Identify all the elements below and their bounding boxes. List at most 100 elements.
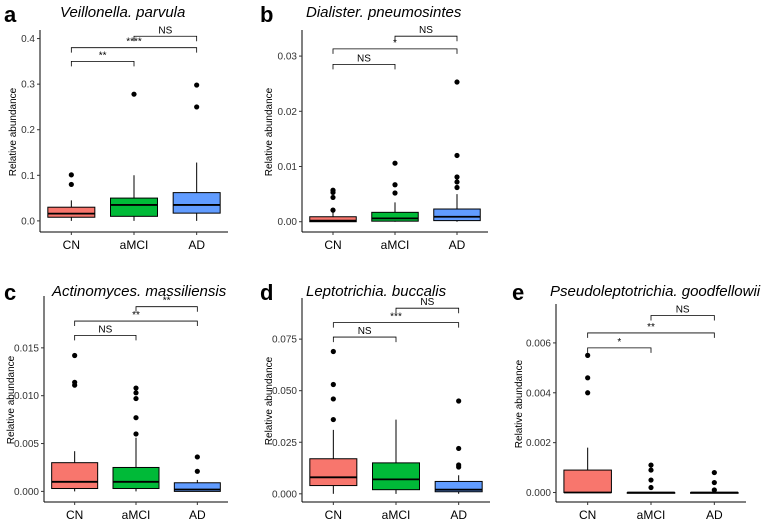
x-tick-label: AD (706, 508, 723, 520)
outlier-point (133, 395, 139, 402)
significance-label: NS (420, 297, 434, 308)
bracket-line (650, 315, 715, 321)
box-body (434, 480, 483, 493)
box-body (110, 197, 158, 217)
significance-bracket: ** (135, 296, 198, 312)
significance-label: ** (647, 322, 655, 333)
outlier-point (648, 462, 654, 468)
significance-label: NS (98, 324, 112, 335)
significance-label: ** (163, 296, 171, 307)
outlier-point (194, 468, 200, 474)
significance-label: NS (357, 53, 371, 64)
outlier-point (648, 477, 654, 483)
box-aMCI (372, 419, 420, 494)
significance-bracket: NS (395, 297, 460, 314)
bracket-line (332, 322, 460, 328)
outlier-point (133, 385, 139, 391)
outlier-point (392, 182, 398, 188)
outlier-point (648, 467, 654, 473)
outlier-point (330, 194, 336, 201)
significance-label: ** (99, 50, 107, 61)
significance-bracket: NS (74, 324, 137, 341)
outlier-point (194, 104, 200, 110)
outlier-point (392, 160, 398, 166)
outlier-point (133, 390, 139, 396)
y-axis-label: Relative abundance (8, 87, 19, 176)
box-body (309, 216, 357, 223)
y-tick-label: 0.0 (21, 216, 35, 227)
bracket-line (70, 60, 135, 67)
box-CN (51, 352, 99, 492)
bracket-line (70, 47, 198, 53)
significance-label: * (617, 337, 621, 348)
y-tick-label: 0.000 (272, 489, 297, 500)
x-tick-label: CN (66, 508, 83, 520)
outlier-point (133, 431, 139, 437)
significance-label: NS (158, 25, 172, 36)
x-tick-label: aMCI (120, 238, 149, 252)
outlier-point (392, 190, 398, 196)
y-tick-label: 0.01 (278, 162, 298, 173)
significance-label: NS (358, 326, 372, 337)
bracket-line (74, 320, 198, 327)
y-tick-label: 0.010 (14, 391, 39, 402)
panel-a: a Veillonella. parvula 0.0 0.1 0.2 0.3 0.4 Rela… (4, 2, 228, 252)
box-aMCI (626, 462, 676, 494)
panel-b: b Dialister. pneumosintes 0.00 0.01 0.02 0.03… (260, 2, 488, 252)
significance-label: NS (419, 25, 433, 36)
significance-bracket: NS (332, 53, 396, 70)
significance-bracket: ** (70, 50, 135, 67)
box-CN (47, 172, 96, 221)
y-axis-label: Relative abundance (264, 356, 275, 445)
box-AD (172, 82, 221, 221)
bracket-line (587, 332, 715, 338)
panel-c: c Actinomyces. massiliensis 0.000 0.005 0.01… (4, 280, 228, 520)
y-tick-label: 0.000 (14, 487, 39, 498)
y-tick-label: 0.006 (526, 338, 551, 349)
significance-label: *** (390, 312, 402, 323)
x-tick-label: AD (449, 238, 466, 252)
y-tick-label: 0.050 (272, 386, 297, 397)
y-tick-label: 0.1 (21, 171, 35, 182)
bracket-line (74, 335, 137, 341)
x-tick-label: CN (579, 508, 596, 520)
y-tick-label: 0.4 (21, 34, 35, 45)
significance-bracket: * (587, 337, 652, 353)
box-AD (433, 79, 481, 222)
box-body (433, 208, 481, 222)
box-body (51, 462, 99, 490)
outlier-point (711, 469, 717, 476)
panel-letter: a (4, 2, 17, 27)
box-body (563, 469, 612, 494)
outlier-point (330, 187, 336, 193)
outlier-point (330, 207, 336, 213)
significance-bracket: NS (133, 25, 198, 42)
outlier-point (330, 381, 336, 388)
y-tick-label: 0.025 (272, 438, 297, 449)
box-body (372, 462, 420, 491)
panel-d: d Leptotrichia. buccalis 0.000 0.025 0.050 0.… (260, 280, 490, 520)
x-tick-label: aMCI (381, 238, 410, 252)
y-tick-label: 0.075 (272, 335, 297, 346)
y-tick-label: 0.004 (526, 388, 551, 399)
y-tick-label: 0.000 (526, 488, 551, 499)
box-body (371, 211, 419, 222)
outlier-point (194, 82, 200, 88)
outlier-point (454, 152, 460, 159)
y-tick-label: 0.00 (278, 217, 298, 228)
box-body (47, 206, 96, 218)
y-tick-label: 0.005 (14, 439, 39, 450)
significance-label: ** (132, 310, 140, 321)
panel-title: Actinomyces. massiliensis (51, 283, 227, 300)
box-AD (690, 469, 739, 494)
outlier-point (456, 445, 462, 452)
significance-bracket: NS (650, 304, 715, 321)
y-tick-label: 0.3 (21, 80, 35, 91)
bracket-line (395, 307, 460, 314)
box-body (112, 466, 160, 490)
x-tick-label: AD (188, 238, 205, 252)
panel-letter: d (260, 280, 273, 305)
significance-label: **** (126, 37, 142, 48)
x-tick-label: CN (325, 508, 342, 520)
